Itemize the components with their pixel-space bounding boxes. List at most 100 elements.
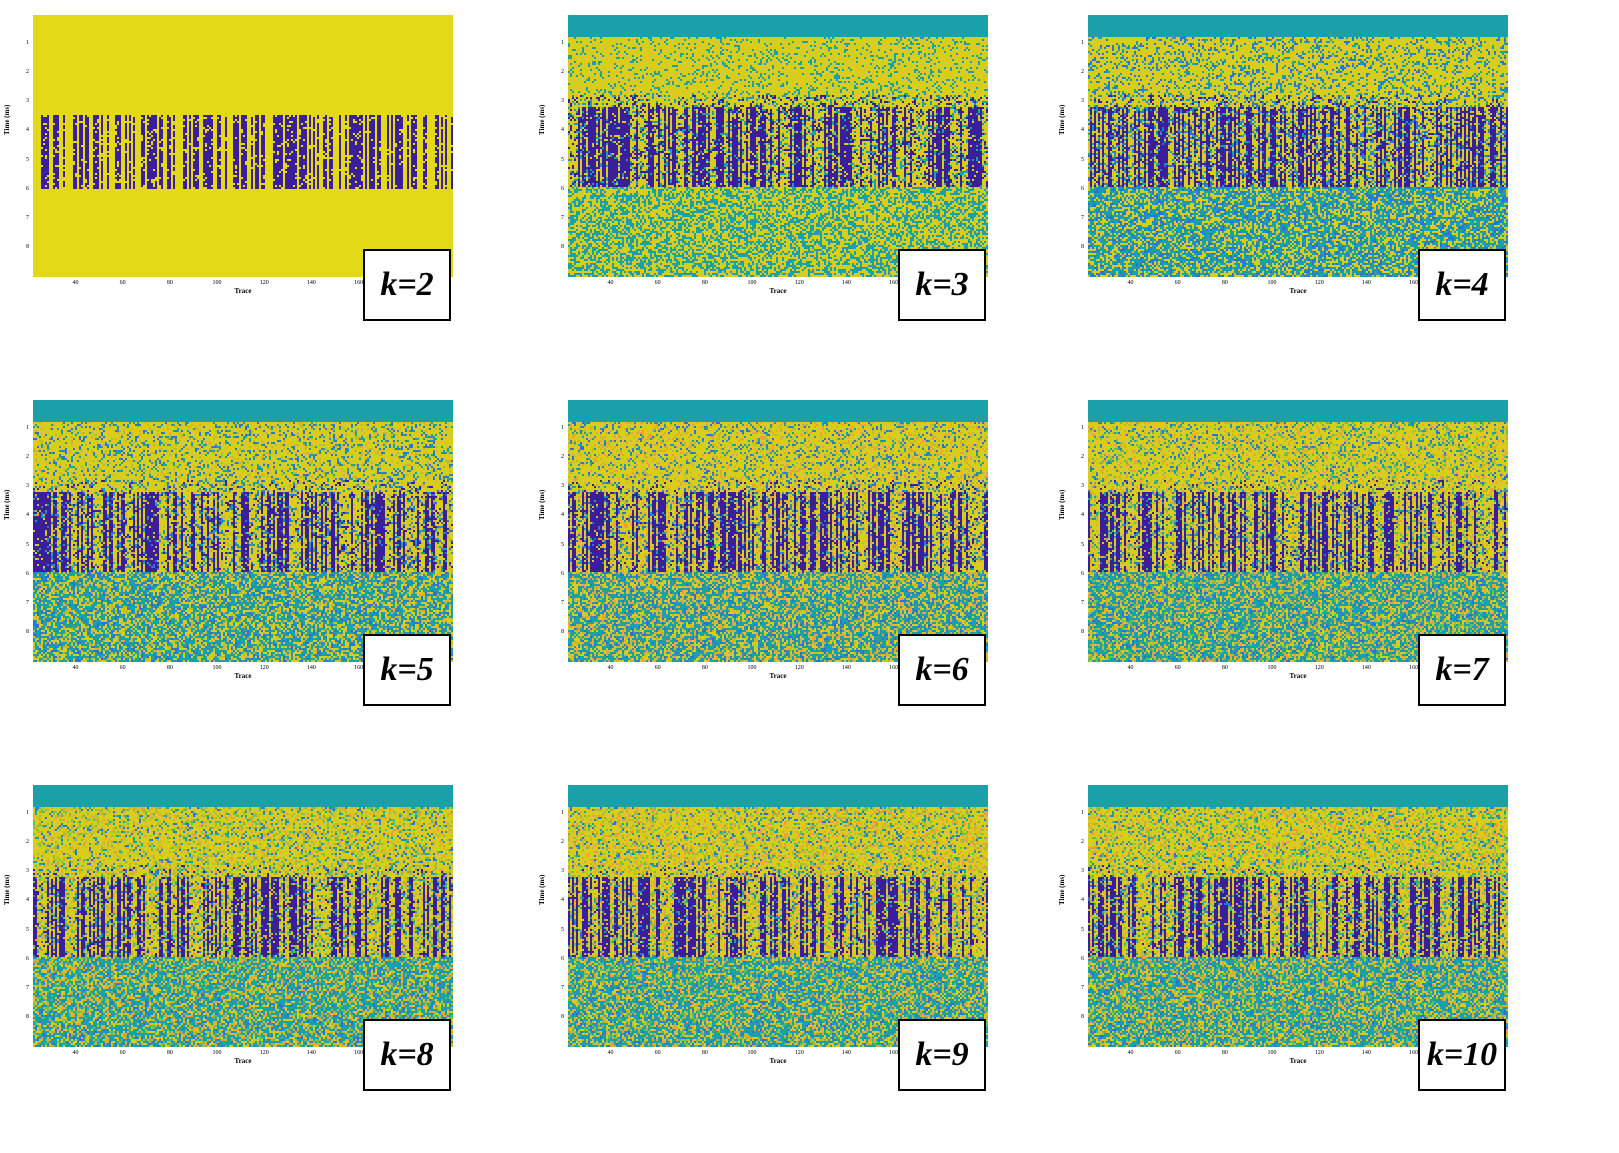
y-tick-label: 8	[26, 243, 29, 250]
x-tick-label: 120	[794, 1050, 804, 1056]
x-tick-label: 160	[1409, 1050, 1419, 1056]
y-tick-label: 1	[561, 425, 564, 432]
y-tick-label: 1	[561, 810, 564, 817]
x-tick-label: 80	[1221, 280, 1228, 286]
x-tick-label: 100	[747, 665, 757, 671]
x-tick-label: 80	[701, 280, 708, 286]
cluster-panel: Time (ms)12345678406080100120140160180Tr…	[1055, 0, 1508, 330]
x-tick-label: 80	[166, 665, 173, 671]
x-axis-label: Trace	[234, 1057, 252, 1065]
y-axis-label: Time (ms)	[3, 489, 11, 520]
k-value-label: k=9	[898, 1019, 986, 1091]
k-value-label: k=8	[363, 1019, 451, 1091]
y-tick-label: 1	[26, 40, 29, 47]
y-tick-label: 5	[26, 541, 29, 548]
y-tick-label: 6	[26, 185, 29, 192]
y-tick-label: 6	[26, 955, 29, 962]
y-tick-label: 3	[561, 868, 564, 875]
x-tick-label: 160	[354, 280, 364, 286]
cluster-panel: Time (ms)12345678406080100120140160180Tr…	[0, 0, 453, 330]
y-tick-label: 6	[1081, 955, 1084, 962]
k-value-label: k=4	[1418, 249, 1506, 321]
x-tick-label: 60	[1174, 280, 1181, 286]
cluster-heatmap	[568, 400, 988, 662]
cluster-panel: Time (ms)12345678406080100120140160180Tr…	[535, 0, 988, 330]
x-tick-label: 120	[259, 1050, 269, 1056]
x-tick-label: 160	[889, 1050, 899, 1056]
x-tick-label: 140	[841, 665, 851, 671]
x-tick-label: 100	[1267, 280, 1277, 286]
x-tick-label: 120	[794, 280, 804, 286]
x-tick-label: 60	[1174, 665, 1181, 671]
x-tick-label: 60	[119, 665, 126, 671]
x-tick-label: 100	[1267, 1050, 1277, 1056]
y-tick-label: 3	[561, 483, 564, 490]
x-tick-label: 160	[1409, 665, 1419, 671]
y-tick-label: 4	[1081, 897, 1084, 904]
x-tick-label: 80	[166, 280, 173, 286]
x-axis-label: Trace	[1289, 672, 1307, 680]
y-tick-label: 7	[26, 599, 29, 606]
x-tick-label: 120	[1314, 1050, 1324, 1056]
y-tick-label: 8	[1081, 1013, 1084, 1020]
y-tick-label: 4	[26, 897, 29, 904]
y-tick-label: 5	[26, 926, 29, 933]
y-tick-label: 4	[1081, 127, 1084, 134]
x-tick-label: 60	[119, 280, 126, 286]
x-tick-label: 40	[607, 1050, 614, 1056]
x-tick-label: 160	[889, 665, 899, 671]
x-axis-label: Trace	[1289, 287, 1307, 295]
y-tick-label: 1	[561, 40, 564, 47]
x-tick-label: 60	[654, 280, 661, 286]
x-tick-label: 40	[72, 665, 79, 671]
y-tick-label: 7	[1081, 984, 1084, 991]
x-axis-label: Trace	[234, 672, 252, 680]
y-tick-label: 2	[561, 839, 564, 846]
y-tick-label: 2	[26, 69, 29, 76]
y-tick-label: 2	[1081, 69, 1084, 76]
y-tick-label: 1	[1081, 40, 1084, 47]
y-axis-label: Time (ms)	[538, 489, 546, 520]
x-tick-label: 160	[354, 1050, 364, 1056]
y-tick-label: 7	[1081, 599, 1084, 606]
x-tick-label: 40	[607, 280, 614, 286]
cluster-panel: Time (ms)12345678406080100120140160180Tr…	[0, 385, 453, 715]
x-tick-label: 160	[889, 280, 899, 286]
y-tick-label: 5	[561, 541, 564, 548]
y-tick-label: 2	[561, 454, 564, 461]
x-tick-label: 60	[654, 1050, 661, 1056]
y-tick-label: 8	[561, 628, 564, 635]
x-tick-label: 140	[1361, 280, 1371, 286]
x-tick-label: 120	[1314, 280, 1324, 286]
y-tick-label: 2	[1081, 454, 1084, 461]
y-tick-label: 6	[561, 185, 564, 192]
y-tick-label: 5	[561, 926, 564, 933]
x-tick-label: 100	[747, 280, 757, 286]
x-axis-label: Trace	[234, 287, 252, 295]
y-tick-label: 1	[1081, 425, 1084, 432]
x-tick-label: 60	[654, 665, 661, 671]
cluster-heatmap	[1088, 15, 1508, 277]
y-tick-label: 7	[1081, 214, 1084, 221]
y-tick-label: 5	[1081, 926, 1084, 933]
x-tick-label: 40	[1127, 1050, 1134, 1056]
y-tick-label: 4	[561, 127, 564, 134]
x-tick-label: 140	[306, 665, 316, 671]
y-tick-label: 6	[561, 570, 564, 577]
cluster-heatmap	[568, 15, 988, 277]
cluster-panel: Time (ms)12345678406080100120140160180Tr…	[535, 770, 988, 1100]
y-axis-label: Time (ms)	[538, 874, 546, 905]
y-axis-label: Time (ms)	[1058, 874, 1066, 905]
x-tick-label: 100	[212, 1050, 222, 1056]
y-tick-label: 7	[26, 984, 29, 991]
y-tick-label: 3	[1081, 98, 1084, 105]
k-value-label: k=7	[1418, 634, 1506, 706]
x-tick-label: 120	[259, 665, 269, 671]
k-value-label: k=10	[1418, 1019, 1506, 1091]
y-axis-label: Time (ms)	[1058, 489, 1066, 520]
y-tick-label: 1	[1081, 810, 1084, 817]
y-tick-label: 7	[561, 984, 564, 991]
x-tick-label: 80	[166, 1050, 173, 1056]
x-axis-label: Trace	[1289, 1057, 1307, 1065]
x-tick-label: 140	[1361, 1050, 1371, 1056]
